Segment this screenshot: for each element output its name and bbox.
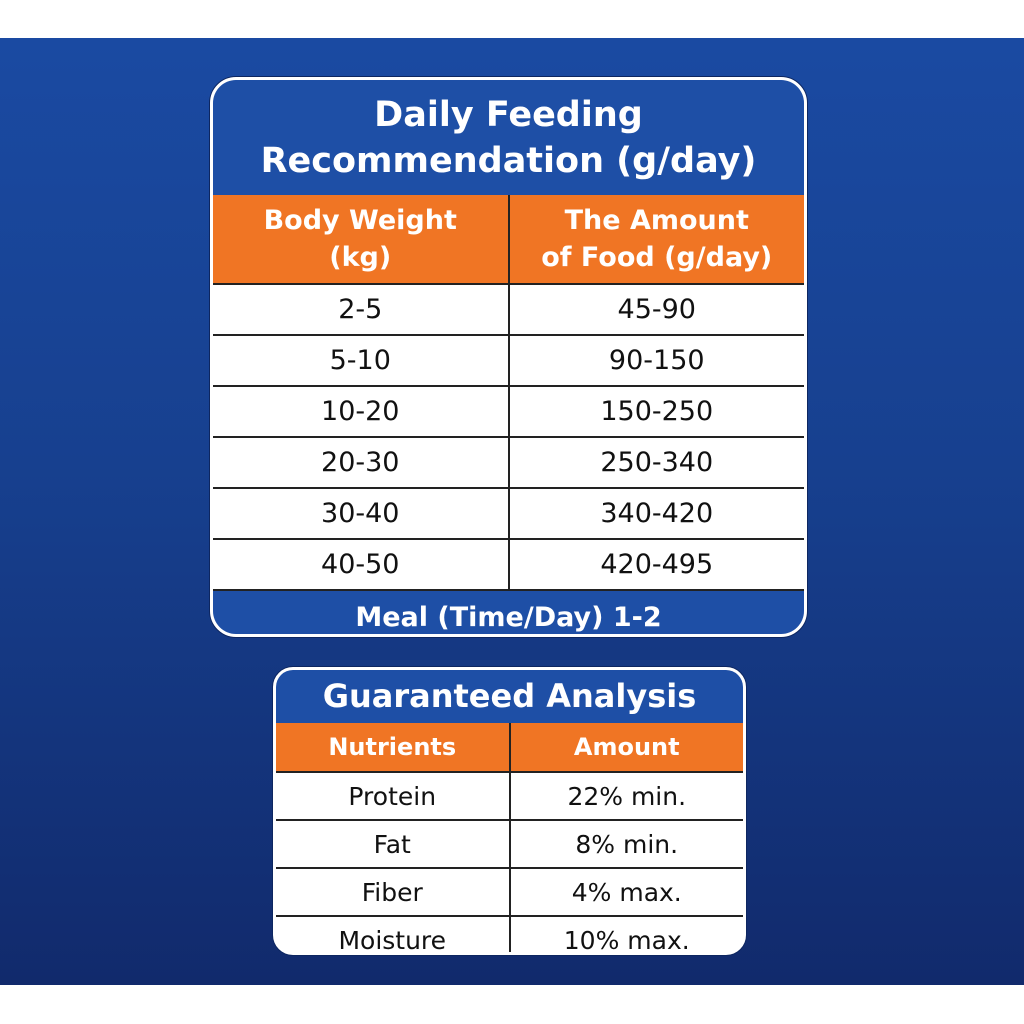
header-food-amount: The Amount of Food (g/day) xyxy=(508,195,804,284)
table-row: 10-20 150-250 xyxy=(213,385,804,437)
title-line: Recommendation (g/day) xyxy=(260,141,757,181)
table-cell: 340-420 xyxy=(508,487,804,539)
feeding-recommendation-table: Daily Feeding Recommendation (g/day) Bod… xyxy=(210,77,807,637)
meal-frequency: Meal (Time/Day) 1-2 xyxy=(213,589,804,634)
table-cell: Moisture xyxy=(276,915,511,952)
table-row: Fiber 4% max. xyxy=(276,867,743,916)
title-line: Daily Feeding xyxy=(374,95,643,135)
table-row: Moisture 10% max. xyxy=(276,915,743,952)
feeding-title: Daily Feeding Recommendation (g/day) xyxy=(213,80,804,195)
table-cell: 250-340 xyxy=(508,436,804,488)
table-row: Fat 8% min. xyxy=(276,819,743,868)
table-row: 40-50 420-495 xyxy=(213,538,804,589)
table-cell: 150-250 xyxy=(508,385,804,437)
table-cell: 45-90 xyxy=(508,283,804,335)
table-cell: 20-30 xyxy=(213,436,510,488)
table-row: 20-30 250-340 xyxy=(213,436,804,488)
header-line: of Food (g/day) xyxy=(541,242,773,273)
table-cell: 5-10 xyxy=(213,334,510,386)
table-cell: Fat xyxy=(276,819,511,868)
table-cell: 30-40 xyxy=(213,487,510,539)
header-line: Body Weight xyxy=(263,205,457,236)
table-cell: 8% min. xyxy=(509,819,743,868)
table-cell: Protein xyxy=(276,771,511,820)
analysis-title: Guaranteed Analysis xyxy=(276,670,743,723)
table-cell: 40-50 xyxy=(213,538,510,589)
table-row: Protein 22% min. xyxy=(276,771,743,820)
table-cell: 10-20 xyxy=(213,385,510,437)
table-cell: 22% min. xyxy=(509,771,743,820)
header-nutrients: Nutrients xyxy=(276,723,511,772)
table-row: 5-10 90-150 xyxy=(213,334,804,386)
table-cell: Fiber xyxy=(276,867,511,916)
table-cell: 2-5 xyxy=(213,283,510,335)
header-line: The Amount xyxy=(564,205,749,236)
guaranteed-analysis-table: Guaranteed Analysis Nutrients Amount Pro… xyxy=(273,667,746,955)
header-line: (kg) xyxy=(329,242,392,273)
table-row: 2-5 45-90 xyxy=(213,283,804,335)
table-cell: 90-150 xyxy=(508,334,804,386)
header-amount: Amount xyxy=(509,723,743,772)
table-row: 30-40 340-420 xyxy=(213,487,804,539)
table-cell: 420-495 xyxy=(508,538,804,589)
table-cell: 10% max. xyxy=(509,915,743,952)
table-cell: 4% max. xyxy=(509,867,743,916)
header-body-weight: Body Weight (kg) xyxy=(213,195,510,284)
